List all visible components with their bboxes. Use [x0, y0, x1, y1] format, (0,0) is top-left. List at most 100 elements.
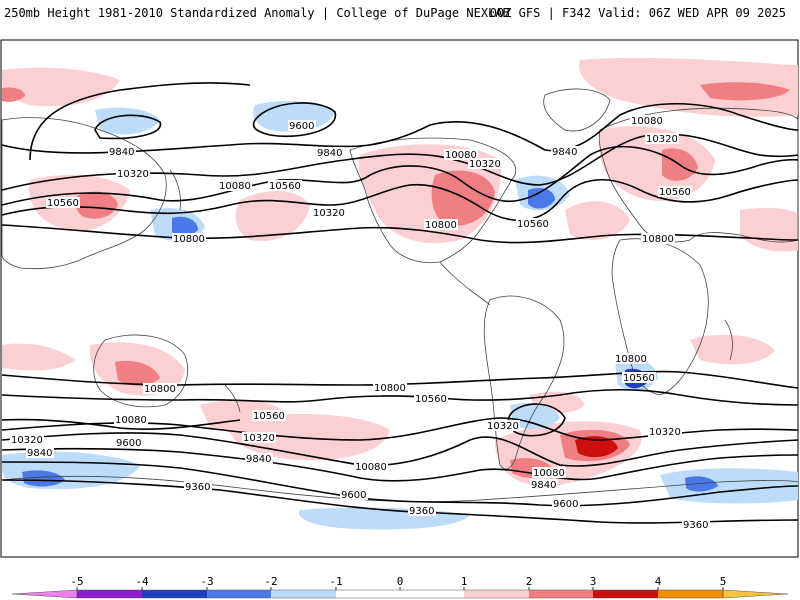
coast-greenland: [543, 88, 611, 132]
pos-anomaly-india: [740, 207, 798, 252]
contour-label-bg: [486, 420, 520, 431]
neg-anomaly-antarctic-east-core: [685, 476, 718, 492]
colorbar-tick-label: -1: [329, 575, 343, 588]
contour-label-10320-b: 10320: [469, 159, 501, 170]
contour-line-10800-north: [1, 224, 799, 244]
colorbar-tick-label: 1: [460, 575, 468, 588]
pos-anomaly-usa-core: [431, 170, 495, 226]
contour-label-bg: [116, 168, 150, 179]
neg-anomaly-antarctic-east: [660, 468, 798, 504]
contour-label-9840-e: 9840: [246, 454, 271, 465]
contour-label-bg: [316, 147, 344, 158]
contour-label-10800-e: 10800: [374, 383, 406, 394]
contour-label-bg: [648, 426, 682, 437]
contour-label-bg: [245, 453, 273, 464]
contour-label-bg: [614, 353, 648, 364]
contour-label-bg: [143, 383, 177, 394]
contour-label-bg: [468, 158, 502, 169]
pos-anomaly-npac: [235, 190, 310, 241]
contour-label-9360-b: 9360: [409, 506, 434, 517]
pos-anomaly-npac-west-core: [2, 87, 25, 102]
contour-line-10080-south: [1, 432, 799, 467]
coast-africa: [611, 238, 709, 396]
pos-anomaly-natl-east: [579, 57, 798, 117]
neg-anomaly-npac-north: [95, 107, 160, 135]
height-contours: [1, 82, 799, 524]
contour-line-10080: [1, 133, 799, 191]
contour-label-bg: [682, 519, 710, 530]
pos-anomaly-africa: [565, 201, 630, 240]
chart-title-right: 00Z GFS | F342 Valid: 06Z WED APR 09 202…: [489, 6, 786, 20]
contour-label-10080-c: 10080: [631, 116, 663, 127]
neg-anomaly-sa-south: [510, 403, 560, 430]
contour-label-bg: [108, 146, 136, 157]
neg-anomaly-gulf-stream-core: [528, 188, 555, 209]
contour-label-9600-c: 9600: [553, 499, 578, 510]
contour-label-bg: [630, 115, 664, 126]
contour-label-bg: [340, 489, 368, 500]
colorbar-segment-p3: [593, 590, 658, 598]
contour-label-10800-d: 10800: [144, 384, 176, 395]
neg-anomaly-antarctic-west-core: [22, 470, 65, 487]
contour-label-10560-f: 10560: [623, 373, 655, 384]
contour-label-bg: [115, 437, 143, 448]
colorbar: [11, 587, 789, 599]
colorbar-tick-label: -4: [135, 575, 149, 588]
contour-label-10080-e: 10080: [355, 462, 387, 473]
contour-label-9600-b: 9600: [341, 490, 366, 501]
contour-label-bg: [408, 505, 436, 516]
contour-label-10320-c: 10320: [313, 208, 345, 219]
contour-line-9600-north: [252, 102, 337, 138]
coast-asia-west: [1, 117, 167, 270]
contour-label-10800-b: 10800: [425, 220, 457, 231]
contour-label-bg: [354, 461, 388, 472]
contour-label-9840-b: 9840: [317, 148, 342, 159]
contour-label-9600-a: 9600: [116, 438, 141, 449]
pos-anomaly-natl-core: [700, 82, 790, 101]
contour-label-10560-a: 10560: [47, 198, 79, 209]
colorbar-tick-label: -2: [264, 575, 278, 588]
contour-label-bg: [551, 146, 579, 157]
contour-label-9840-d: 9840: [27, 448, 52, 459]
colorbar-arrow-left: [11, 589, 78, 599]
colorbar-segment-n1: [336, 590, 400, 598]
contour-label-9360-c: 9360: [683, 520, 708, 531]
contour-label-bg: [658, 186, 692, 197]
contour-labels: 9600 9840 9840 10080 10560 10320 10320 1…: [10, 115, 710, 531]
contour-label-bg: [114, 414, 148, 425]
pos-anomaly-europe: [600, 126, 715, 201]
contour-label-bg: [373, 382, 407, 393]
contour-line-9840-nw: [29, 82, 251, 161]
colorbar-segment-p2: [529, 590, 593, 598]
contour-label-bg: [26, 447, 54, 458]
contour-label-10560-e: 10560: [415, 394, 447, 405]
colorbar-tick-label: -3: [200, 575, 214, 588]
contour-label-10560-g: 10560: [253, 411, 285, 422]
chart-title-left: 250mb Height 1981-2010 Standardized Anom…: [4, 6, 510, 20]
contour-line-10320: [1, 145, 799, 206]
contour-label-10080-d: 10080: [115, 415, 147, 426]
contour-label-10320-d: 10320: [646, 134, 678, 145]
contour-label-bg: [645, 133, 679, 144]
pos-anomaly-australia-core: [115, 360, 160, 386]
contour-label-10080-b: 10080: [219, 181, 251, 192]
contour-label-bg: [424, 219, 458, 230]
colorbar-segment-n5: [77, 590, 142, 598]
contour-line-9840-south: [1, 447, 799, 482]
contour-line-npac-small-loop: [94, 114, 162, 140]
contour-label-10560-d: 10560: [517, 219, 549, 230]
colorbar-segment-n3: [207, 590, 271, 598]
colorbar-tick-label: 4: [654, 575, 662, 588]
contour-label-bg: [414, 393, 448, 404]
contour-line-10320-southwest: [1, 418, 241, 430]
contour-label-10320-g: 10320: [487, 421, 519, 432]
coast-australia: [93, 334, 189, 408]
colorbar-arrow-right: [722, 589, 789, 599]
colorbar-tick-label: -5: [70, 575, 84, 588]
contour-label-bg: [268, 180, 302, 191]
contour-label-bg: [516, 218, 550, 229]
contour-label-bg: [444, 149, 478, 160]
contour-label-bg: [641, 233, 675, 244]
neg-anomaly-japan-core: [172, 216, 198, 237]
